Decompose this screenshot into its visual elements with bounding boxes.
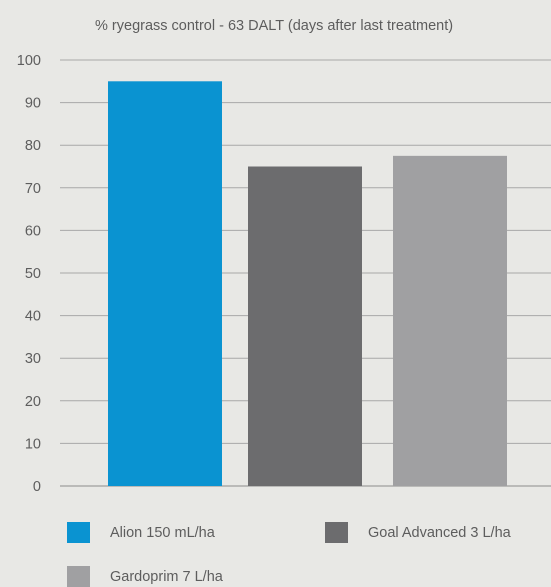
y-tick-label: 40 [25,309,41,325]
y-tick-label: 10 [25,436,41,452]
y-tick-label: 90 [25,96,41,112]
y-tick-label: 80 [25,138,41,154]
y-tick-label: 20 [25,394,41,410]
y-tick-label: 0 [33,479,41,495]
bars [108,81,507,487]
bar-2 [248,166,362,486]
y-tick-label: 100 [17,53,41,69]
y-tick-label: 30 [25,351,41,367]
y-axis-ticks: 0 10 20 30 40 50 60 70 80 90 100 [17,53,41,495]
y-tick-label: 50 [25,266,41,282]
y-tick-label: 60 [25,223,41,239]
bar-3 [393,155,507,486]
y-tick-label: 70 [25,181,41,197]
chart-title: % ryegrass control - 63 DALT (days after… [95,18,453,34]
bar-1 [108,81,222,487]
